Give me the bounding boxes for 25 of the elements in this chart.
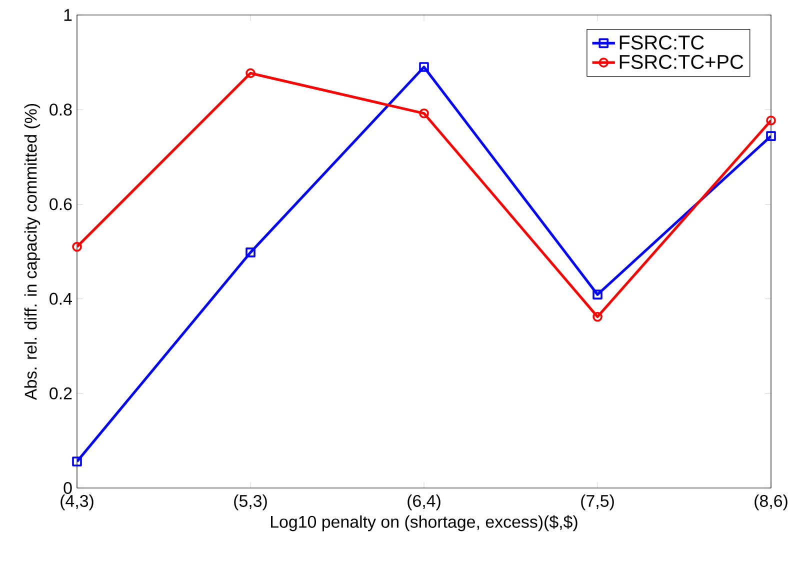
point bbox=[592, 312, 602, 322]
point bbox=[72, 456, 82, 466]
point bbox=[592, 290, 602, 300]
point bbox=[419, 62, 429, 72]
x-axis-title: Log10 penalty on (shortage, excess)($,$) bbox=[270, 515, 578, 532]
x-tick-label: (5,3) bbox=[234, 494, 267, 510]
legend-label: FSRC:TC+PC bbox=[620, 54, 744, 69]
point bbox=[419, 108, 429, 118]
y-tick-label: 0.8 bbox=[50, 104, 72, 116]
y-tick-label: 1 bbox=[64, 9, 72, 21]
y-tick-label: 0.4 bbox=[50, 292, 72, 305]
x-tick-label: (7,5) bbox=[581, 494, 614, 510]
x-tick-label: (4,3) bbox=[60, 494, 94, 510]
y-tick-label: 0.2 bbox=[50, 387, 72, 400]
x-tick-label: (8,6) bbox=[754, 494, 788, 510]
point bbox=[246, 68, 256, 78]
y-axis-title: Abs. rel. diff. in capacity committed (%) bbox=[24, 104, 40, 400]
y-tick-label: 0 bbox=[64, 482, 72, 494]
y-tick-label: 0.6 bbox=[50, 198, 72, 210]
legend-label: FSRC:TC bbox=[620, 35, 704, 50]
point bbox=[766, 131, 776, 141]
point bbox=[72, 242, 82, 252]
point bbox=[246, 248, 256, 258]
x-tick-label: (6,4) bbox=[408, 494, 440, 510]
point bbox=[766, 116, 776, 126]
